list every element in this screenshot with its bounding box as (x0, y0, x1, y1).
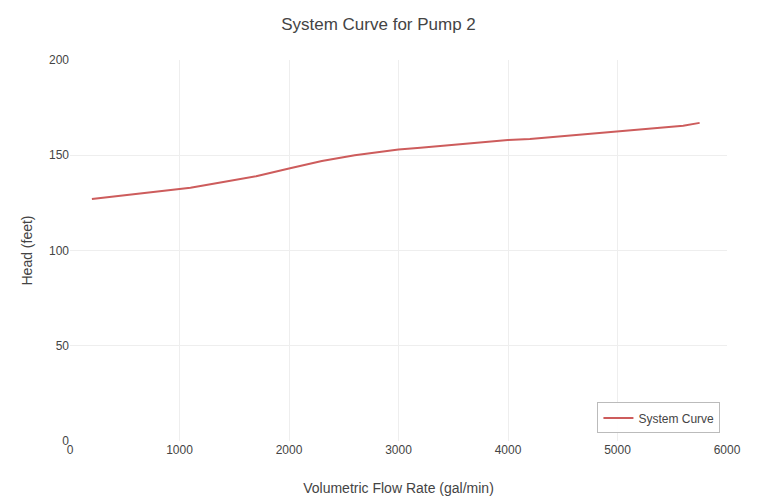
svg-text:3000: 3000 (385, 443, 412, 457)
svg-text:Head (feet): Head (feet) (19, 215, 35, 285)
svg-text:1000: 1000 (166, 443, 193, 457)
svg-text:50: 50 (56, 339, 70, 353)
svg-text:0: 0 (67, 443, 74, 457)
svg-text:100: 100 (49, 244, 69, 258)
svg-text:150: 150 (49, 148, 69, 162)
svg-text:Volumetric Flow Rate (gal/min): Volumetric Flow Rate (gal/min) (303, 480, 494, 496)
svg-text:5000: 5000 (604, 443, 631, 457)
svg-text:6000: 6000 (714, 443, 741, 457)
svg-text:2000: 2000 (276, 443, 303, 457)
svg-text:200: 200 (49, 53, 69, 67)
svg-text:0: 0 (62, 434, 69, 448)
svg-text:System Curve: System Curve (638, 412, 714, 426)
svg-text:System Curve for Pump 2: System Curve for Pump 2 (281, 15, 476, 34)
svg-text:4000: 4000 (495, 443, 522, 457)
